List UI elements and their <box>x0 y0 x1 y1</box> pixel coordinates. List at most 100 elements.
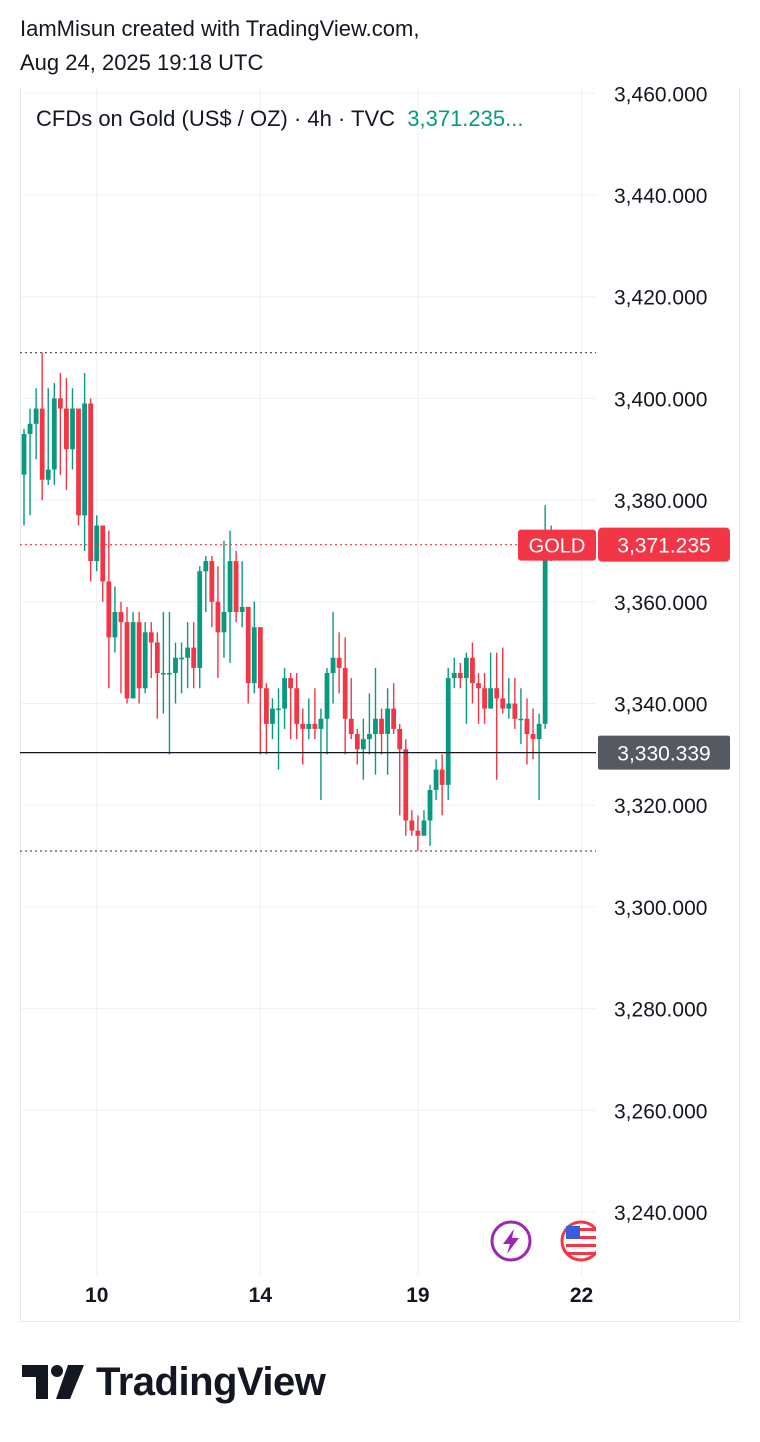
candle-body <box>500 698 506 709</box>
symbol-badge-label: GOLD <box>529 536 586 558</box>
candle-body <box>324 672 330 719</box>
candle-body <box>27 423 33 434</box>
chart-legend[interactable]: CFDs on Gold (US$ / OZ) · 4h · TVC 3,371… <box>36 106 523 132</box>
candle-body <box>39 408 45 480</box>
candle-body <box>185 647 191 658</box>
candle-body <box>76 408 81 516</box>
candle-body <box>179 657 184 660</box>
candle-body <box>167 672 172 675</box>
candle-body <box>367 734 372 740</box>
x-tick-label: 10 <box>85 1284 108 1307</box>
y-tick-label: 3,280.000 <box>614 999 707 1022</box>
candle-body <box>348 718 354 735</box>
candle-body <box>88 403 94 562</box>
candle-body <box>160 672 166 675</box>
candle-body <box>70 408 75 450</box>
candle-body <box>203 561 209 572</box>
candle-body <box>379 718 384 735</box>
candle-body <box>391 708 397 729</box>
candle-body <box>463 657 469 679</box>
y-tick-label: 3,460.000 <box>614 83 707 106</box>
candle-body <box>82 403 87 516</box>
candle-body <box>100 525 106 582</box>
candle-body <box>257 627 263 689</box>
candle-body <box>57 398 63 409</box>
y-tick-label: 3,320.000 <box>614 795 707 818</box>
tradingview-logo[interactable]: TradingView <box>22 1359 326 1404</box>
candle-body <box>415 830 421 836</box>
candle-body <box>542 545 548 724</box>
candle-body <box>300 723 306 729</box>
candle-body <box>445 678 451 785</box>
candle-body <box>154 642 160 673</box>
candle-body <box>403 749 409 821</box>
y-tick-label: 3,260.000 <box>614 1100 707 1123</box>
candle-body <box>524 718 530 735</box>
price-chart[interactable]: 3,240.000 3,260.000 3,280.000 3,300.000 3,32… <box>0 0 760 1330</box>
candle-body <box>506 703 512 709</box>
candle-body <box>536 723 542 740</box>
y-tick-label: 3,300.000 <box>614 897 707 920</box>
y-tick-label: 3,360.000 <box>614 592 707 615</box>
candle-body <box>318 718 324 729</box>
candle-body <box>312 723 318 729</box>
candle-body <box>215 601 221 633</box>
candle-body <box>197 571 203 668</box>
candle-body <box>45 469 51 480</box>
candle-body <box>421 820 427 836</box>
y-tick-label: 3,240.000 <box>614 1202 707 1225</box>
candle-body <box>33 408 39 424</box>
candle-body <box>342 667 348 719</box>
candle-body <box>21 433 27 475</box>
candle-body <box>270 708 275 724</box>
candle-body <box>245 606 251 684</box>
candle-body <box>512 703 518 719</box>
candle-body <box>136 622 142 689</box>
candle-body <box>433 769 439 790</box>
author-line: IamMisun created with TradingView.com, <box>20 16 420 41</box>
candle-body <box>239 606 245 612</box>
candle-body <box>427 789 433 821</box>
candle-body <box>385 708 390 735</box>
candle-body <box>282 678 287 709</box>
candle-body <box>106 581 112 638</box>
x-tick-label: 14 <box>249 1284 273 1307</box>
candle-body <box>173 657 178 673</box>
candle-body <box>233 561 239 612</box>
candle-body <box>397 728 403 750</box>
candle-body <box>124 622 130 699</box>
last-price-tag-label: 3,371.235 <box>617 535 710 558</box>
candle-body <box>518 718 524 721</box>
crosshair-price-tag-label: 3,330.339 <box>617 743 710 766</box>
candle-body <box>482 688 487 709</box>
timestamp-line: Aug 24, 2025 19:18 UTC <box>20 50 264 75</box>
legend-symbol: CFDs on Gold (US$ / OZ) · 4h · TVC <box>36 106 396 131</box>
candle-body <box>227 561 233 612</box>
candle-body <box>112 611 118 638</box>
crosshair-price-tag <box>598 735 730 770</box>
lightning-icon[interactable] <box>490 1220 532 1262</box>
candle-body <box>336 657 342 668</box>
candle-body <box>130 622 136 699</box>
candle-body <box>306 723 312 729</box>
tradingview-logo-icon <box>22 1365 84 1399</box>
candle-body <box>118 611 124 623</box>
candle-body <box>64 408 69 450</box>
chart-frame <box>20 88 740 1322</box>
candle-body <box>94 525 100 562</box>
candle-body <box>360 739 366 750</box>
y-tick-label: 3,380.000 <box>614 490 707 513</box>
last-price-tag <box>598 527 730 562</box>
candle-body <box>251 627 257 684</box>
tradingview-wordmark: TradingView <box>96 1359 326 1404</box>
candle-body <box>494 688 500 699</box>
y-tick-label: 3,440.000 <box>614 185 707 208</box>
candle-body <box>373 718 378 735</box>
us-flag-icon[interactable] <box>560 1220 600 1262</box>
x-tick-label: 22 <box>570 1284 593 1307</box>
y-tick-label: 3,340.000 <box>614 694 707 717</box>
candle-body <box>209 561 215 602</box>
candle-body <box>51 398 57 470</box>
candle-body <box>276 708 281 711</box>
candle-body <box>142 632 148 689</box>
